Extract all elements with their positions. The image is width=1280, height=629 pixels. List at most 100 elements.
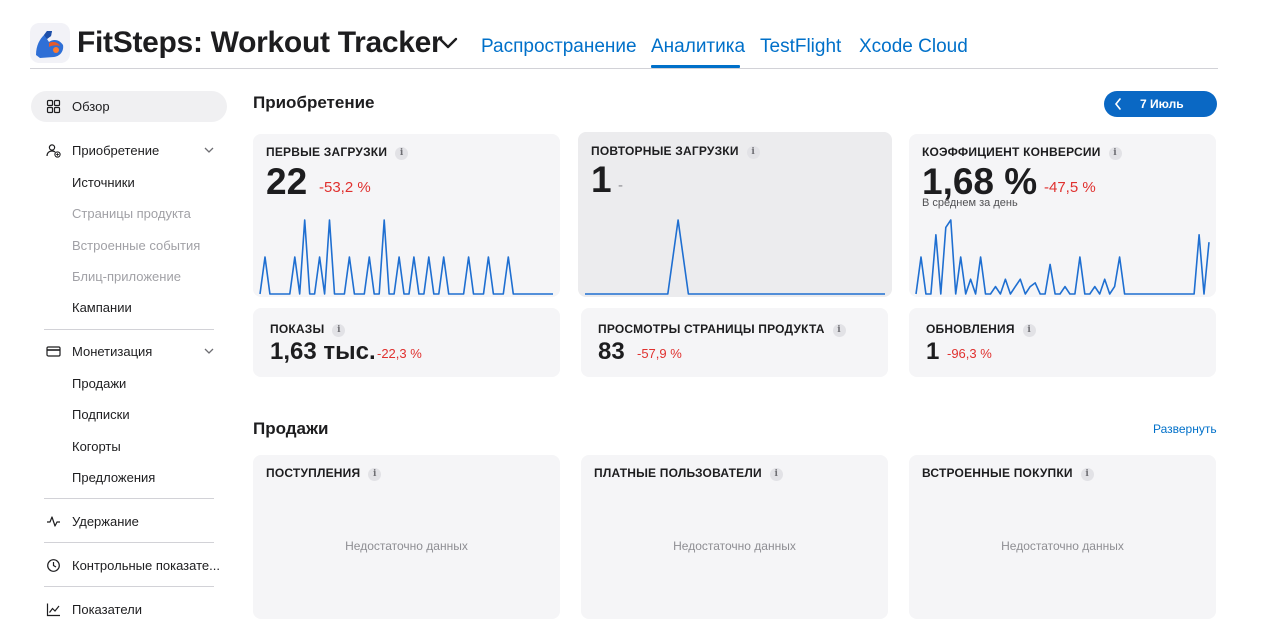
sidebar-item-metrics[interactable]: Показатели — [31, 594, 227, 625]
sidebar-item-monetization[interactable]: Монетизация — [31, 336, 227, 367]
sparkline-conversion — [915, 219, 1210, 295]
section-title-sales: Продажи — [253, 419, 329, 438]
chevron-left-icon[interactable] — [1114, 98, 1122, 110]
chevron-down-icon[interactable] — [438, 36, 458, 50]
info-icon[interactable]: i — [832, 324, 846, 337]
expand-link[interactable]: Развернуть — [1153, 422, 1217, 436]
chart-icon — [46, 603, 60, 617]
sidebar-item-label: Обзор — [72, 99, 110, 114]
metric-delta: -22,3 % — [377, 346, 422, 361]
card-title: ПОСТУПЛЕНИЯ i — [266, 466, 382, 481]
empty-state-text: Недостаточно данных — [345, 539, 468, 553]
metric-card-impressions[interactable]: ПОКАЗЫ i 1,63 тыс. -22,3 % — [253, 308, 560, 377]
card-title-text: ОБНОВЛЕНИЯ — [926, 322, 1015, 336]
info-icon[interactable]: i — [368, 468, 382, 481]
chevron-down-icon[interactable] — [203, 145, 215, 155]
metric-card-proceeds[interactable]: ПОСТУПЛЕНИЯ i Недостаточно данных — [253, 455, 560, 619]
metric-card-first-downloads[interactable]: ПЕРВЫЕ ЗАГРУЗКИ i 22 -53,2 % — [253, 134, 560, 297]
metric-delta: -53,2 % — [319, 179, 371, 196]
sidebar-item-subscriptions[interactable]: Подписки — [72, 407, 130, 422]
tab-xcode-cloud[interactable]: Xcode Cloud — [859, 36, 968, 57]
card-title: КОЭФФИЦИЕНТ КОНВЕРСИИ i — [922, 145, 1122, 160]
metric-card-paying-users[interactable]: ПЛАТНЫЕ ПОЛЬЗОВАТЕЛИ i Недостаточно данны… — [581, 455, 888, 619]
sidebar-item-in-app-events[interactable]: Встроенные события — [72, 238, 201, 253]
clock-icon — [47, 559, 60, 572]
card-title-text: ВСТРОЕННЫЕ ПОКУПКИ — [922, 466, 1073, 480]
metric-card-product-page-views[interactable]: ПРОСМОТРЫ СТРАНИЦЫ ПРОДУКТА i 83 -57,9 % — [581, 308, 888, 377]
metric-card-conversion[interactable]: КОЭФФИЦИЕНТ КОНВЕРСИИ i 1,68 % -47,5 % В … — [909, 134, 1216, 297]
metric-card-redownloads[interactable]: ПОВТОРНЫЕ ЗАГРУЗКИ i 1 - — [578, 132, 892, 297]
metric-value: 22 — [266, 161, 308, 202]
tab-analytics[interactable]: Аналитика — [651, 36, 746, 57]
sidebar-item-label: Монетизация — [72, 344, 153, 359]
sidebar-divider — [44, 329, 214, 330]
card-title: ПЕРВЫЕ ЗАГРУЗКИ i — [266, 145, 409, 160]
metric-delta: - — [618, 177, 623, 194]
metric-value: 1 — [591, 159, 612, 200]
card-title: ПЛАТНЫЕ ПОЛЬЗОВАТЕЛИ i — [594, 466, 783, 481]
sidebar-item-cohorts[interactable]: Когорты — [72, 439, 121, 454]
sidebar-divider — [44, 542, 214, 543]
date-label: 7 Июль — [1140, 97, 1184, 111]
sidebar-item-retention[interactable]: Удержание — [31, 506, 227, 537]
empty-state-text: Недостаточно данных — [1001, 539, 1124, 553]
sidebar-item-campaigns[interactable]: Кампании — [72, 300, 132, 315]
sidebar-item-acquisition[interactable]: Приобретение — [31, 135, 227, 166]
card-title: ВСТРОЕННЫЕ ПОКУПКИ i — [922, 466, 1094, 481]
card-title-text: ПРОСМОТРЫ СТРАНИЦЫ ПРОДУКТА — [598, 322, 825, 336]
info-icon[interactable]: i — [395, 147, 409, 160]
sparkline-series-conversion — [915, 219, 1210, 295]
card-title-text: ПОКАЗЫ — [270, 322, 325, 336]
card-title: ПРОСМОТРЫ СТРАНИЦЫ ПРОДУКТА i — [598, 322, 846, 337]
person-plus-icon — [46, 144, 61, 158]
card-title: ОБНОВЛЕНИЯ i — [926, 322, 1036, 337]
pulse-icon — [47, 516, 60, 527]
grid-icon — [46, 99, 61, 114]
info-icon[interactable]: i — [1080, 468, 1094, 481]
sidebar-item-label: Приобретение — [72, 143, 160, 158]
card-title: ПОВТОРНЫЕ ЗАГРУЗКИ i — [591, 144, 760, 159]
info-icon[interactable]: i — [332, 324, 346, 337]
metric-value: 1,68 % — [922, 161, 1038, 202]
sidebar-item-label: Показатели — [72, 602, 142, 617]
card-title-text: КОЭФФИЦИЕНТ КОНВЕРСИИ — [922, 145, 1101, 159]
sidebar-item-benchmarks[interactable]: Контрольные показате... — [31, 550, 227, 581]
sidebar-divider — [44, 586, 214, 587]
info-icon[interactable]: i — [1022, 324, 1036, 337]
info-icon[interactable]: i — [769, 468, 783, 481]
chevron-down-icon[interactable] — [203, 346, 215, 356]
sidebar-item-sources[interactable]: Источники — [72, 175, 135, 190]
flexing-arm-icon — [30, 23, 70, 63]
metric-subtitle: В среднем за день — [922, 197, 1018, 209]
date-selector-button[interactable]: 7 Июль — [1104, 91, 1217, 117]
sparkline-redownloads — [585, 219, 885, 295]
metric-card-updates[interactable]: ОБНОВЛЕНИЯ i 1 -96,3 % — [909, 308, 1216, 377]
info-icon[interactable]: i — [1108, 147, 1122, 160]
active-tab-indicator — [651, 65, 740, 68]
section-title-acquisition: Приобретение — [253, 93, 375, 112]
metric-delta: -47,5 % — [1044, 179, 1096, 196]
sparkline-series-first_downloads — [259, 219, 553, 295]
sparkline-series-redownloads — [585, 219, 885, 295]
metric-card-in-app-purchases[interactable]: ВСТРОЕННЫЕ ПОКУПКИ i Недостаточно данных — [909, 455, 1216, 619]
sidebar-item-product-pages[interactable]: Страницы продукта — [72, 206, 191, 221]
app-header: FitSteps: Workout Tracker Распространени… — [30, 20, 1218, 69]
card-title-text: ПОСТУПЛЕНИЯ — [266, 466, 361, 480]
app-title: FitSteps: Workout Tracker — [77, 26, 443, 59]
tab-distribution[interactable]: Распространение — [481, 36, 637, 57]
sidebar-item-offers[interactable]: Предложения — [72, 470, 156, 485]
sidebar-item-sales[interactable]: Продажи — [72, 376, 127, 391]
sidebar-item-label: Удержание — [72, 514, 139, 529]
card-icon — [46, 346, 61, 357]
metric-value: 83 — [598, 338, 625, 365]
info-icon[interactable]: i — [746, 146, 760, 159]
metric-delta: -57,9 % — [637, 346, 682, 361]
sidebar-item-overview[interactable]: Обзор — [31, 91, 227, 122]
tab-testflight[interactable]: TestFlight — [760, 36, 842, 57]
card-title-text: ПОВТОРНЫЕ ЗАГРУЗКИ — [591, 144, 739, 158]
sidebar-item-app-clip[interactable]: Блиц-приложение — [72, 269, 181, 284]
card-title-text: ПЛАТНЫЕ ПОЛЬЗОВАТЕЛИ — [594, 466, 762, 480]
card-title: ПОКАЗЫ i — [270, 322, 346, 337]
empty-state-text: Недостаточно данных — [673, 539, 796, 553]
sidebar-item-label: Контрольные показате... — [72, 558, 220, 573]
